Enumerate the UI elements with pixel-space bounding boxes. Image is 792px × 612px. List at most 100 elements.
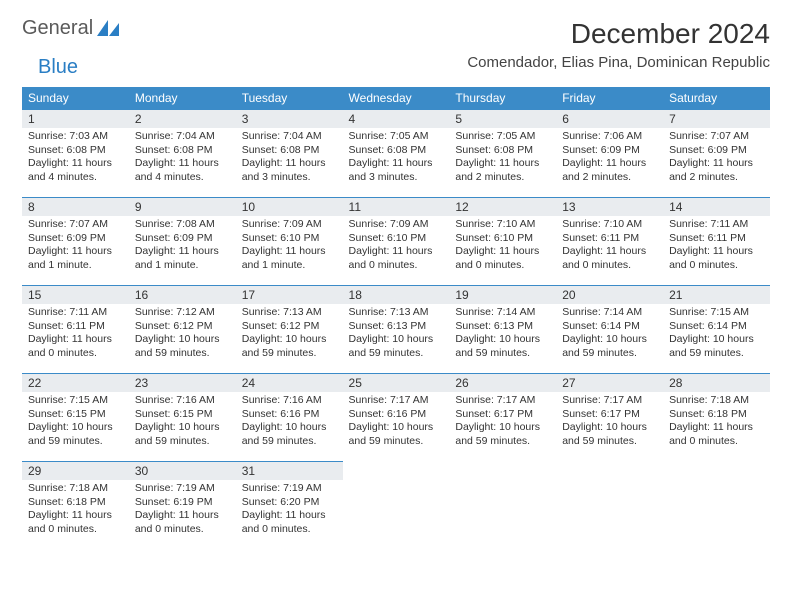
- calendar-cell: 12Sunrise: 7:10 AMSunset: 6:10 PMDayligh…: [449, 197, 556, 285]
- sunrise-text: Sunrise: 7:07 AM: [28, 218, 123, 232]
- day-number-bar: 20: [556, 285, 663, 304]
- day-details: Sunrise: 7:18 AMSunset: 6:18 PMDaylight:…: [22, 480, 129, 541]
- sunrise-text: Sunrise: 7:12 AM: [135, 306, 230, 320]
- daylight-text: Daylight: 11 hours and 4 minutes.: [135, 157, 230, 184]
- sunrise-text: Sunrise: 7:04 AM: [135, 130, 230, 144]
- calendar-week-row: 8Sunrise: 7:07 AMSunset: 6:09 PMDaylight…: [22, 197, 770, 285]
- day-details: Sunrise: 7:09 AMSunset: 6:10 PMDaylight:…: [236, 216, 343, 277]
- sunrise-text: Sunrise: 7:17 AM: [455, 394, 550, 408]
- calendar-cell: 10Sunrise: 7:09 AMSunset: 6:10 PMDayligh…: [236, 197, 343, 285]
- day-number-bar: 31: [236, 461, 343, 480]
- daylight-text: Daylight: 11 hours and 0 minutes.: [455, 245, 550, 272]
- sunset-text: Sunset: 6:13 PM: [455, 320, 550, 334]
- sunrise-text: Sunrise: 7:10 AM: [562, 218, 657, 232]
- day-details: Sunrise: 7:15 AMSunset: 6:15 PMDaylight:…: [22, 392, 129, 453]
- calendar-header-row: SundayMondayTuesdayWednesdayThursdayFrid…: [22, 87, 770, 109]
- day-number-bar: 28: [663, 373, 770, 392]
- day-details: Sunrise: 7:04 AMSunset: 6:08 PMDaylight:…: [129, 128, 236, 189]
- calendar-cell: 18Sunrise: 7:13 AMSunset: 6:13 PMDayligh…: [343, 285, 450, 373]
- daylight-text: Daylight: 11 hours and 1 minute.: [28, 245, 123, 272]
- day-details: Sunrise: 7:19 AMSunset: 6:20 PMDaylight:…: [236, 480, 343, 541]
- sunset-text: Sunset: 6:20 PM: [242, 496, 337, 510]
- day-details: Sunrise: 7:04 AMSunset: 6:08 PMDaylight:…: [236, 128, 343, 189]
- daylight-text: Daylight: 10 hours and 59 minutes.: [135, 421, 230, 448]
- calendar-cell: 15Sunrise: 7:11 AMSunset: 6:11 PMDayligh…: [22, 285, 129, 373]
- sunset-text: Sunset: 6:13 PM: [349, 320, 444, 334]
- sunset-text: Sunset: 6:10 PM: [349, 232, 444, 246]
- location-text: Comendador, Elias Pina, Dominican Republ…: [467, 54, 770, 71]
- sunset-text: Sunset: 6:11 PM: [669, 232, 764, 246]
- day-number-bar: 1: [22, 109, 129, 128]
- sunset-text: Sunset: 6:14 PM: [562, 320, 657, 334]
- calendar-week-row: 1Sunrise: 7:03 AMSunset: 6:08 PMDaylight…: [22, 109, 770, 197]
- sunrise-text: Sunrise: 7:16 AM: [135, 394, 230, 408]
- day-details: Sunrise: 7:17 AMSunset: 6:17 PMDaylight:…: [449, 392, 556, 453]
- sunset-text: Sunset: 6:18 PM: [28, 496, 123, 510]
- calendar-cell: 20Sunrise: 7:14 AMSunset: 6:14 PMDayligh…: [556, 285, 663, 373]
- calendar-cell: 21Sunrise: 7:15 AMSunset: 6:14 PMDayligh…: [663, 285, 770, 373]
- day-number-bar: 14: [663, 197, 770, 216]
- day-number-bar: 30: [129, 461, 236, 480]
- sunset-text: Sunset: 6:10 PM: [242, 232, 337, 246]
- sunrise-text: Sunrise: 7:03 AM: [28, 130, 123, 144]
- day-number-bar: 12: [449, 197, 556, 216]
- daylight-text: Daylight: 11 hours and 0 minutes.: [669, 245, 764, 272]
- daylight-text: Daylight: 11 hours and 3 minutes.: [242, 157, 337, 184]
- sunrise-text: Sunrise: 7:13 AM: [349, 306, 444, 320]
- sunrise-text: Sunrise: 7:06 AM: [562, 130, 657, 144]
- sunset-text: Sunset: 6:17 PM: [455, 408, 550, 422]
- sunset-text: Sunset: 6:17 PM: [562, 408, 657, 422]
- sunrise-text: Sunrise: 7:05 AM: [455, 130, 550, 144]
- daylight-text: Daylight: 11 hours and 4 minutes.: [28, 157, 123, 184]
- sunset-text: Sunset: 6:15 PM: [135, 408, 230, 422]
- sunrise-text: Sunrise: 7:17 AM: [349, 394, 444, 408]
- day-details: Sunrise: 7:07 AMSunset: 6:09 PMDaylight:…: [22, 216, 129, 277]
- daylight-text: Daylight: 10 hours and 59 minutes.: [669, 333, 764, 360]
- daylight-text: Daylight: 10 hours and 59 minutes.: [242, 421, 337, 448]
- sunrise-text: Sunrise: 7:14 AM: [455, 306, 550, 320]
- day-number-bar: 7: [663, 109, 770, 128]
- day-number-bar: 17: [236, 285, 343, 304]
- sunrise-text: Sunrise: 7:18 AM: [28, 482, 123, 496]
- day-header: Friday: [556, 87, 663, 109]
- day-details: Sunrise: 7:15 AMSunset: 6:14 PMDaylight:…: [663, 304, 770, 365]
- calendar-cell: 26Sunrise: 7:17 AMSunset: 6:17 PMDayligh…: [449, 373, 556, 461]
- day-header: Tuesday: [236, 87, 343, 109]
- sunrise-text: Sunrise: 7:07 AM: [669, 130, 764, 144]
- day-details: Sunrise: 7:11 AMSunset: 6:11 PMDaylight:…: [22, 304, 129, 365]
- day-header: Monday: [129, 87, 236, 109]
- sunrise-text: Sunrise: 7:05 AM: [349, 130, 444, 144]
- daylight-text: Daylight: 10 hours and 59 minutes.: [28, 421, 123, 448]
- daylight-text: Daylight: 11 hours and 3 minutes.: [349, 157, 444, 184]
- day-details: Sunrise: 7:18 AMSunset: 6:18 PMDaylight:…: [663, 392, 770, 453]
- day-number-bar: 19: [449, 285, 556, 304]
- sunset-text: Sunset: 6:14 PM: [669, 320, 764, 334]
- day-details: Sunrise: 7:16 AMSunset: 6:15 PMDaylight:…: [129, 392, 236, 453]
- day-number-bar: 29: [22, 461, 129, 480]
- calendar-cell: 28Sunrise: 7:18 AMSunset: 6:18 PMDayligh…: [663, 373, 770, 461]
- daylight-text: Daylight: 11 hours and 0 minutes.: [669, 421, 764, 448]
- sunrise-text: Sunrise: 7:17 AM: [562, 394, 657, 408]
- day-number-bar: 16: [129, 285, 236, 304]
- sunset-text: Sunset: 6:16 PM: [242, 408, 337, 422]
- calendar-cell: 6Sunrise: 7:06 AMSunset: 6:09 PMDaylight…: [556, 109, 663, 197]
- sunset-text: Sunset: 6:09 PM: [562, 144, 657, 158]
- sunrise-text: Sunrise: 7:15 AM: [28, 394, 123, 408]
- daylight-text: Daylight: 11 hours and 1 minute.: [135, 245, 230, 272]
- calendar-cell: 31Sunrise: 7:19 AMSunset: 6:20 PMDayligh…: [236, 461, 343, 549]
- calendar-body: 1Sunrise: 7:03 AMSunset: 6:08 PMDaylight…: [22, 109, 770, 549]
- brand-word1: General: [22, 18, 93, 38]
- calendar-cell: 3Sunrise: 7:04 AMSunset: 6:08 PMDaylight…: [236, 109, 343, 197]
- day-details: Sunrise: 7:03 AMSunset: 6:08 PMDaylight:…: [22, 128, 129, 189]
- calendar-week-row: 29Sunrise: 7:18 AMSunset: 6:18 PMDayligh…: [22, 461, 770, 549]
- day-details: Sunrise: 7:10 AMSunset: 6:11 PMDaylight:…: [556, 216, 663, 277]
- daylight-text: Daylight: 10 hours and 59 minutes.: [135, 333, 230, 360]
- sunrise-text: Sunrise: 7:13 AM: [242, 306, 337, 320]
- sunrise-text: Sunrise: 7:04 AM: [242, 130, 337, 144]
- day-details: Sunrise: 7:09 AMSunset: 6:10 PMDaylight:…: [343, 216, 450, 277]
- day-details: Sunrise: 7:12 AMSunset: 6:12 PMDaylight:…: [129, 304, 236, 365]
- title-block: December 2024 Comendador, Elias Pina, Do…: [467, 18, 770, 71]
- day-number-bar: 2: [129, 109, 236, 128]
- daylight-text: Daylight: 10 hours and 59 minutes.: [455, 333, 550, 360]
- calendar-cell: [449, 461, 556, 549]
